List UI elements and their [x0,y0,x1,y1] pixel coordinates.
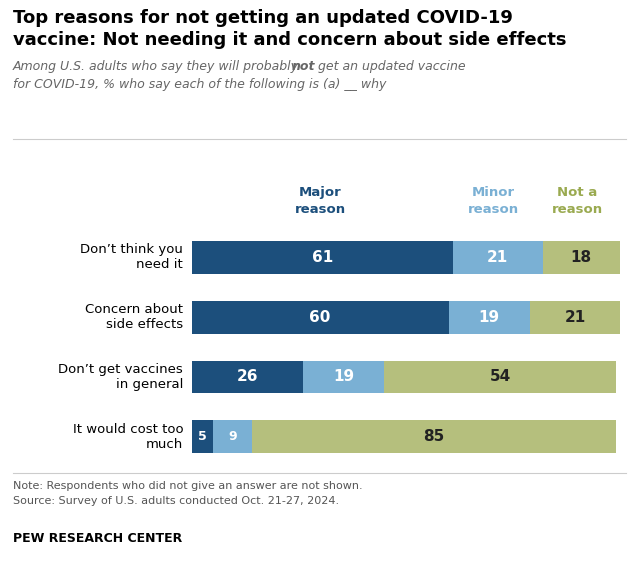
Text: Top reasons for not getting an updated COVID-19: Top reasons for not getting an updated C… [13,9,512,27]
Bar [213,420,252,453]
Bar [530,301,620,333]
Text: not: not [292,60,316,73]
Text: reason: reason [295,203,346,216]
Text: 21: 21 [564,310,585,325]
Text: reason: reason [551,203,603,216]
Bar [385,361,615,393]
Bar [543,241,620,274]
Text: 18: 18 [571,250,592,265]
Text: get an updated vaccine: get an updated vaccine [314,60,465,73]
Text: Major: Major [299,186,341,199]
Text: 21: 21 [487,250,509,265]
Text: Concern about
side effects: Concern about side effects [85,303,183,331]
Text: Among U.S. adults who say they will probably: Among U.S. adults who say they will prob… [13,60,303,73]
Text: Not a: Not a [557,186,597,199]
Text: for COVID-19, % who say each of the following is (a) __ why: for COVID-19, % who say each of the foll… [13,78,386,91]
Text: reason: reason [468,203,519,216]
Text: 19: 19 [333,369,354,385]
Bar [192,301,449,333]
Bar [449,301,530,333]
Text: It would cost too
much: It would cost too much [72,423,183,451]
Bar [453,241,543,274]
Bar [192,241,453,274]
Bar [192,420,213,453]
Text: Source: Survey of U.S. adults conducted Oct. 21-27, 2024.: Source: Survey of U.S. adults conducted … [13,496,339,506]
Text: Don’t get vaccines
in general: Don’t get vaccines in general [58,363,183,391]
Text: 26: 26 [236,369,258,385]
Text: Note: Respondents who did not give an answer are not shown.: Note: Respondents who did not give an an… [13,481,362,491]
Text: PEW RESEARCH CENTER: PEW RESEARCH CENTER [13,532,182,545]
Text: 19: 19 [479,310,500,325]
Text: Don’t think you
need it: Don’t think you need it [81,244,183,271]
Bar [252,420,615,453]
Text: 85: 85 [423,429,444,444]
Text: Minor: Minor [472,186,515,199]
Text: 54: 54 [489,369,511,385]
Text: 61: 61 [312,250,333,265]
Text: 5: 5 [198,430,207,443]
Text: 9: 9 [228,430,236,443]
Bar [192,361,303,393]
Bar [303,361,385,393]
Text: vaccine: Not needing it and concern about side effects: vaccine: Not needing it and concern abou… [13,31,566,50]
Text: 60: 60 [309,310,331,325]
